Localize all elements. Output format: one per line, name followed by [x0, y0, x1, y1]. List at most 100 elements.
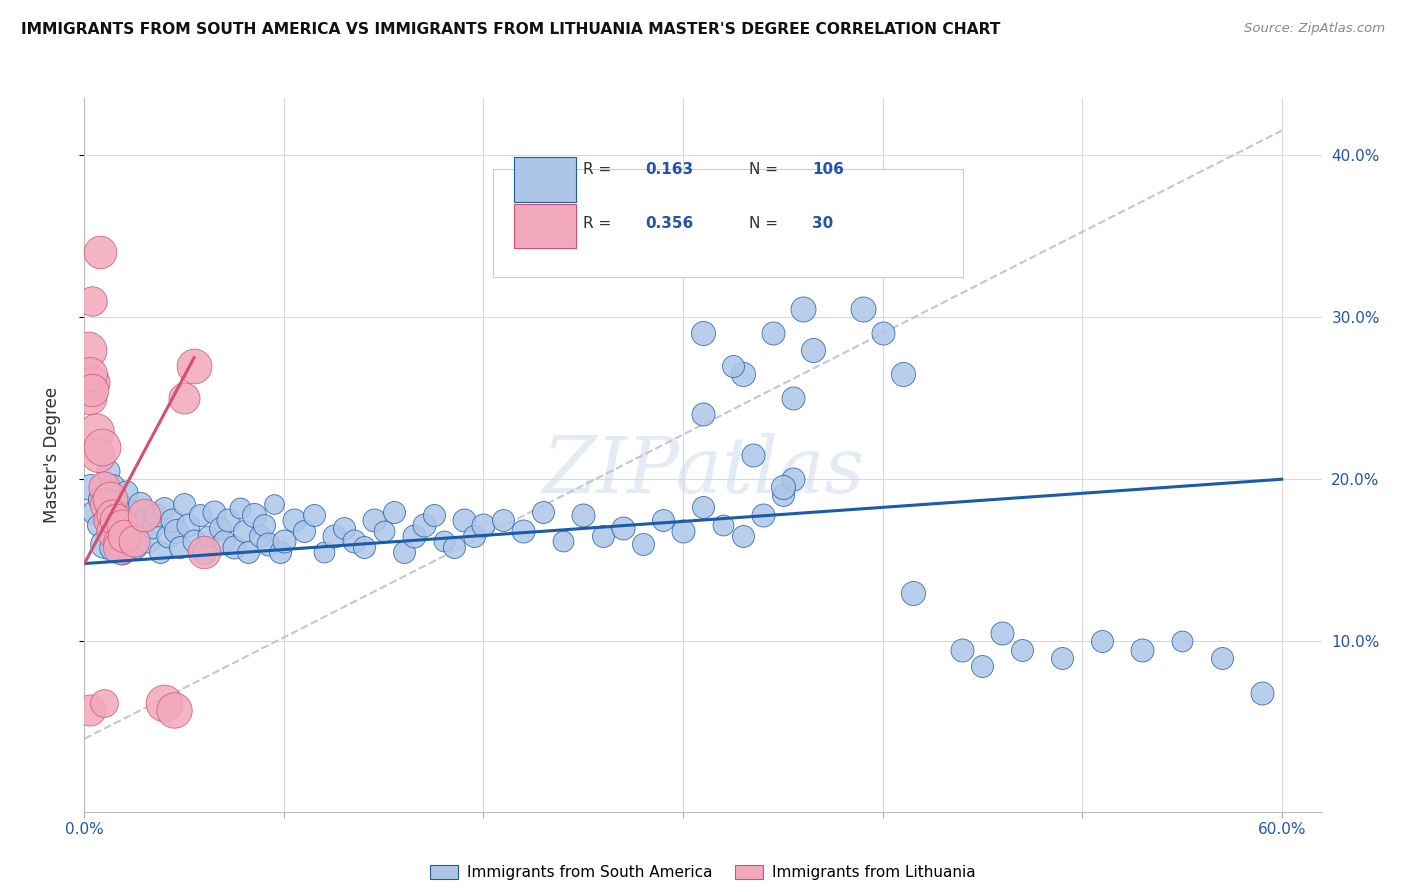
- Point: [792, 301, 814, 316]
- Point: [422, 508, 444, 522]
- Point: [652, 513, 675, 527]
- Point: [129, 497, 152, 511]
- Point: [163, 702, 186, 716]
- Point: [77, 343, 100, 357]
- Point: [382, 505, 405, 519]
- Point: [107, 533, 129, 548]
- Point: [1050, 650, 1073, 665]
- Point: [202, 505, 225, 519]
- Point: [97, 464, 120, 478]
- Point: [117, 529, 139, 543]
- Point: [373, 524, 395, 538]
- Point: [831, 188, 853, 202]
- Point: [105, 513, 128, 527]
- Point: [801, 343, 824, 357]
- Point: [991, 626, 1014, 640]
- Point: [87, 448, 110, 462]
- Point: [353, 541, 375, 555]
- Point: [782, 472, 804, 486]
- Point: [125, 541, 148, 555]
- Point: [83, 375, 105, 389]
- Point: [82, 293, 104, 308]
- Point: [233, 524, 256, 538]
- Point: [721, 359, 744, 373]
- Point: [283, 513, 305, 527]
- Point: [269, 545, 291, 559]
- Point: [79, 391, 101, 405]
- Point: [173, 497, 195, 511]
- Point: [302, 508, 325, 522]
- Point: [96, 497, 118, 511]
- Point: [183, 533, 205, 548]
- Point: [103, 541, 125, 555]
- Point: [89, 491, 111, 506]
- Point: [363, 513, 385, 527]
- Text: 0.163: 0.163: [645, 162, 693, 177]
- Point: [112, 508, 135, 522]
- Point: [553, 533, 575, 548]
- Point: [512, 524, 534, 538]
- Point: [612, 521, 634, 535]
- Point: [177, 517, 200, 532]
- Text: Source: ZipAtlas.com: Source: ZipAtlas.com: [1244, 22, 1385, 36]
- Point: [97, 513, 120, 527]
- Point: [149, 545, 172, 559]
- Text: 106: 106: [811, 162, 844, 177]
- Point: [134, 513, 156, 527]
- Point: [111, 545, 134, 559]
- Point: [392, 545, 415, 559]
- Point: [692, 500, 714, 514]
- Point: [101, 508, 124, 522]
- Point: [731, 529, 754, 543]
- Point: [217, 513, 239, 527]
- Point: [141, 521, 163, 535]
- Point: [901, 586, 924, 600]
- Point: [101, 480, 124, 494]
- Point: [122, 533, 145, 548]
- Point: [98, 501, 121, 516]
- Point: [952, 642, 974, 657]
- Point: [96, 513, 118, 527]
- Point: [160, 513, 183, 527]
- Point: [197, 529, 219, 543]
- Point: [492, 513, 515, 527]
- Point: [273, 533, 295, 548]
- Point: [1091, 634, 1114, 648]
- Point: [1211, 650, 1233, 665]
- Point: [772, 488, 794, 502]
- Point: [121, 517, 143, 532]
- Point: [79, 480, 101, 494]
- Point: [105, 521, 128, 535]
- Point: [412, 517, 434, 532]
- FancyBboxPatch shape: [513, 157, 575, 202]
- Point: [872, 326, 894, 341]
- Legend: Immigrants from South America, Immigrants from Lithuania: Immigrants from South America, Immigrant…: [425, 858, 981, 886]
- Point: [165, 524, 187, 538]
- Point: [741, 448, 763, 462]
- Point: [762, 326, 785, 341]
- Text: ZIPatlas: ZIPatlas: [541, 433, 865, 509]
- FancyBboxPatch shape: [492, 169, 963, 277]
- Point: [87, 517, 110, 532]
- Point: [572, 508, 595, 522]
- Point: [91, 440, 114, 454]
- Text: N =: N =: [749, 216, 778, 230]
- Point: [322, 529, 344, 543]
- Point: [183, 359, 205, 373]
- Point: [107, 533, 129, 548]
- Point: [222, 541, 245, 555]
- Point: [672, 524, 695, 538]
- Point: [188, 508, 211, 522]
- Point: [333, 521, 356, 535]
- Point: [93, 537, 115, 551]
- Text: N =: N =: [749, 162, 778, 177]
- Point: [209, 521, 232, 535]
- Text: 0.356: 0.356: [645, 216, 693, 230]
- FancyBboxPatch shape: [513, 203, 575, 248]
- Point: [243, 508, 266, 522]
- Point: [257, 537, 280, 551]
- Point: [263, 497, 285, 511]
- Point: [193, 545, 215, 559]
- Point: [93, 480, 115, 494]
- Point: [772, 480, 794, 494]
